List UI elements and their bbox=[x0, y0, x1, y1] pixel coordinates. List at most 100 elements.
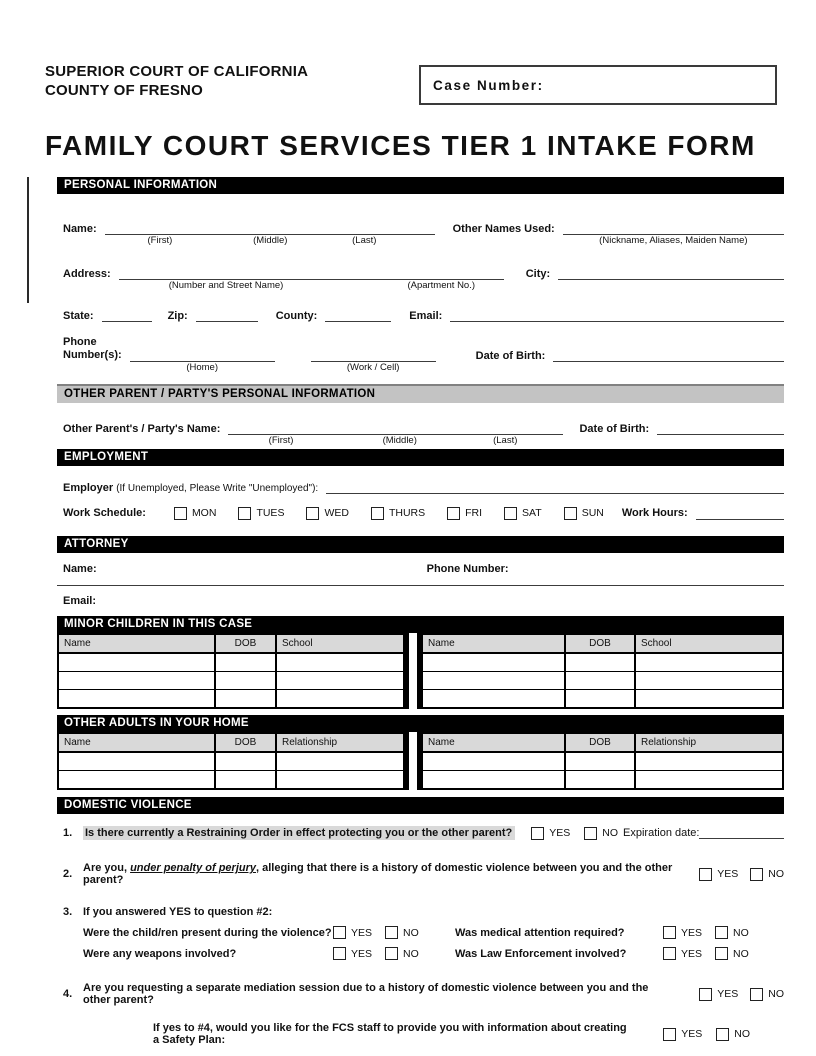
employer-field[interactable] bbox=[326, 480, 784, 494]
table-cell[interactable] bbox=[564, 672, 634, 690]
email-label: Email: bbox=[409, 310, 443, 322]
q3c-no-checkbox[interactable] bbox=[385, 947, 398, 960]
sun-checkbox[interactable] bbox=[563, 506, 577, 520]
wed-checkbox[interactable] bbox=[306, 506, 320, 520]
table-cell[interactable] bbox=[275, 690, 403, 707]
email-field[interactable] bbox=[450, 308, 784, 322]
table-cell[interactable] bbox=[275, 753, 403, 771]
attorney-email-row[interactable]: Email: bbox=[57, 595, 784, 607]
table-cell[interactable] bbox=[214, 672, 275, 690]
other-parent-name-field[interactable]: (First) (Middle) (Last) bbox=[228, 421, 564, 446]
table-cell[interactable] bbox=[214, 753, 275, 771]
case-number-box[interactable]: Case Number: bbox=[419, 65, 777, 105]
day-sun: SUN bbox=[563, 506, 604, 520]
phone-label: Phone Number(s): bbox=[63, 336, 122, 362]
q3d-no-checkbox[interactable] bbox=[715, 947, 728, 960]
table-cell[interactable] bbox=[214, 690, 275, 707]
q3b-yes-option: YES bbox=[663, 926, 715, 939]
attorney-email-label: Email: bbox=[63, 595, 97, 607]
dob-field[interactable] bbox=[553, 348, 784, 362]
other-parent-dob-label: Date of Birth: bbox=[579, 423, 650, 435]
table-cell[interactable] bbox=[564, 753, 634, 771]
attorney-name-row[interactable]: Name: Phone Number: bbox=[57, 553, 784, 586]
table-cell[interactable] bbox=[423, 672, 564, 690]
q3b-yes-checkbox[interactable] bbox=[663, 926, 676, 939]
state-field[interactable] bbox=[101, 308, 152, 322]
q1-no-checkbox[interactable] bbox=[584, 826, 598, 840]
table-cell[interactable] bbox=[214, 771, 275, 788]
op-last-sublabel: (Last) bbox=[493, 435, 518, 446]
thurs-checkbox[interactable] bbox=[370, 506, 384, 520]
city-field[interactable] bbox=[558, 266, 784, 280]
q3a-no-checkbox[interactable] bbox=[385, 926, 398, 939]
other-parent-dob-field[interactable] bbox=[657, 421, 784, 435]
q2-no-option: NO bbox=[750, 867, 784, 881]
case-number-label: Case Number: bbox=[433, 77, 544, 93]
table-cell[interactable] bbox=[423, 654, 564, 672]
county-label: County: bbox=[275, 310, 318, 322]
table-cell[interactable] bbox=[59, 771, 214, 788]
table-cell[interactable] bbox=[634, 672, 782, 690]
phone-work-field[interactable]: (Work / Cell) bbox=[310, 348, 436, 373]
table-cell[interactable] bbox=[423, 771, 564, 788]
q3c-yes-checkbox[interactable] bbox=[333, 947, 346, 960]
table-cell[interactable] bbox=[634, 690, 782, 707]
tues-checkbox[interactable] bbox=[238, 506, 252, 520]
expiration-date-field[interactable] bbox=[699, 828, 784, 839]
name-field[interactable]: (First) (Middle) (Last) bbox=[104, 221, 435, 246]
q4f-yes-checkbox[interactable] bbox=[663, 1027, 677, 1041]
question-1: 1. Is there currently a Restraining Orde… bbox=[57, 826, 784, 840]
table-cell[interactable] bbox=[275, 654, 403, 672]
county-field[interactable] bbox=[325, 308, 392, 322]
q1-yes-option: YES bbox=[531, 826, 570, 840]
mon-checkbox[interactable] bbox=[173, 506, 187, 520]
q3b-no-option: NO bbox=[715, 926, 749, 939]
table-cell[interactable] bbox=[423, 753, 564, 771]
q3a-yes-checkbox[interactable] bbox=[333, 926, 346, 939]
col-header-dob: DOB bbox=[214, 635, 275, 654]
other-names-field[interactable]: (Nickname, Aliases, Maiden Name) bbox=[562, 221, 784, 246]
q3b-no-checkbox[interactable] bbox=[715, 926, 728, 939]
table-cell[interactable] bbox=[423, 690, 564, 707]
q3d-yes-checkbox[interactable] bbox=[663, 947, 676, 960]
yes-label: YES bbox=[351, 947, 373, 960]
table-cell[interactable] bbox=[564, 654, 634, 672]
phone-home-field[interactable]: (Home) bbox=[129, 348, 275, 373]
table-cell[interactable] bbox=[59, 753, 214, 771]
table-cell[interactable] bbox=[59, 654, 214, 672]
work-schedule-label: Work Schedule: bbox=[63, 507, 146, 519]
q2-yes-checkbox[interactable] bbox=[699, 867, 713, 881]
section-minor-children: MINOR CHILDREN IN THIS CASE bbox=[57, 616, 784, 633]
table-cell[interactable] bbox=[634, 654, 782, 672]
table-cell[interactable] bbox=[634, 753, 782, 771]
fri-label: FRI bbox=[465, 507, 483, 519]
q2-no-checkbox[interactable] bbox=[750, 867, 764, 881]
question-4-followup: If yes to #4, would you like for the FCS… bbox=[57, 1022, 784, 1046]
q4-no-checkbox[interactable] bbox=[750, 987, 764, 1001]
day-fri: FRI bbox=[447, 506, 483, 520]
table-cell[interactable] bbox=[214, 654, 275, 672]
sat-checkbox[interactable] bbox=[504, 506, 518, 520]
q1-yes-checkbox[interactable] bbox=[531, 826, 545, 840]
day-mon: MON bbox=[173, 506, 217, 520]
table-cell[interactable] bbox=[275, 672, 403, 690]
mon-label: MON bbox=[191, 507, 217, 519]
address-field[interactable]: (Number and Street Name) (Apartment No.) bbox=[118, 266, 504, 291]
table-cell[interactable] bbox=[59, 672, 214, 690]
q4f-no-checkbox[interactable] bbox=[716, 1027, 730, 1041]
work-hours-field[interactable] bbox=[695, 506, 784, 520]
sat-label: SAT bbox=[522, 507, 542, 519]
zip-field[interactable] bbox=[195, 308, 258, 322]
table-cell[interactable] bbox=[564, 771, 634, 788]
table-cell[interactable] bbox=[634, 771, 782, 788]
table-cell[interactable] bbox=[59, 690, 214, 707]
q4-yes-checkbox[interactable] bbox=[699, 987, 713, 1001]
fri-checkbox[interactable] bbox=[447, 506, 461, 520]
q4-followup-text: If yes to #4, would you like for the FCS… bbox=[153, 1022, 627, 1046]
table-cell[interactable] bbox=[275, 771, 403, 788]
thurs-label: THURS bbox=[388, 507, 426, 519]
question-2: 2. Are you, under penalty of perjury, al… bbox=[57, 862, 784, 886]
form-title: FAMILY COURT SERVICES TIER 1 INTAKE FORM bbox=[45, 130, 756, 161]
minor-children-table-left: Name DOB School bbox=[57, 633, 405, 709]
table-cell[interactable] bbox=[564, 690, 634, 707]
